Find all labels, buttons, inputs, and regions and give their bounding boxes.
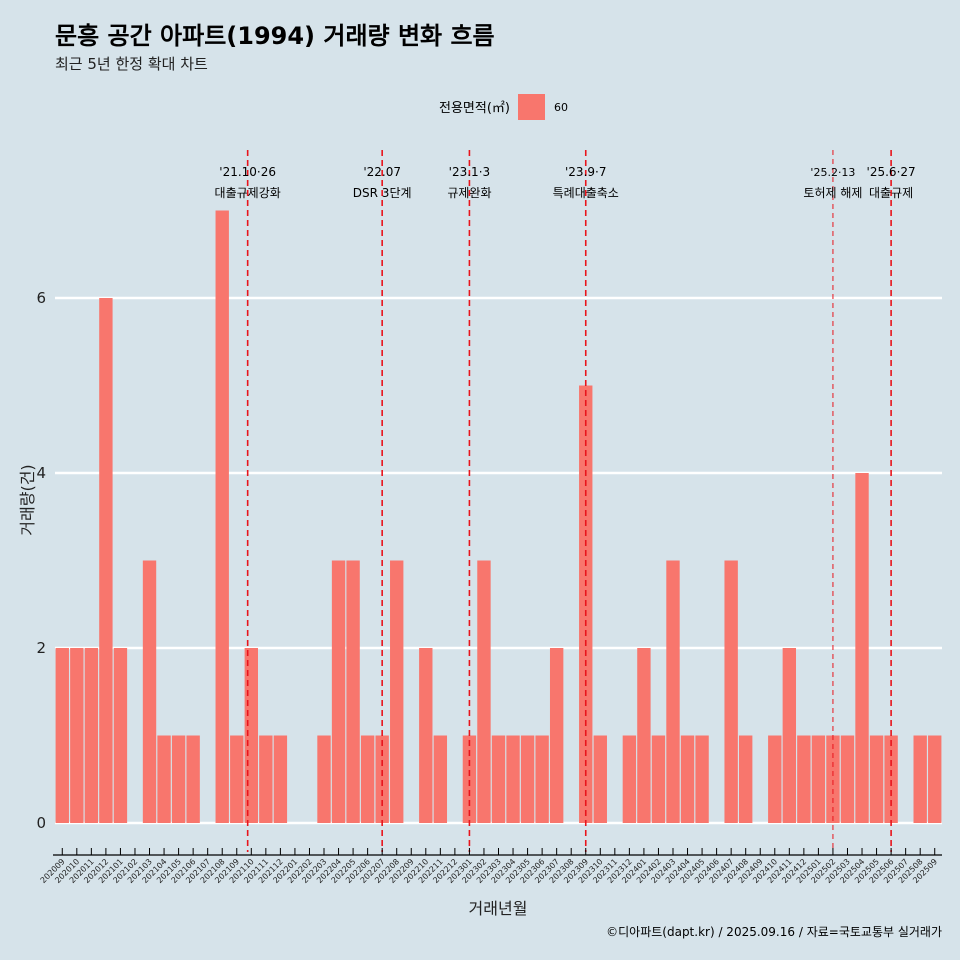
bar <box>884 735 898 823</box>
bar <box>549 648 564 823</box>
bar <box>739 735 753 823</box>
bar <box>113 648 128 823</box>
bar <box>230 735 244 823</box>
bar <box>55 648 69 823</box>
bar <box>520 735 535 823</box>
bar <box>171 735 186 823</box>
chart-subtitle: 최근 5년 한정 확대 차트 <box>55 55 208 73</box>
bar <box>142 560 157 823</box>
bar <box>855 473 869 823</box>
bar <box>666 560 680 823</box>
bar <box>273 735 288 823</box>
bar <box>259 735 273 823</box>
bar <box>477 560 491 823</box>
y-tick-label: 6 <box>36 289 46 307</box>
bar <box>695 735 709 823</box>
event-text-label: 대출규제 <box>869 186 913 200</box>
event-date-label: '25.2·13 <box>810 166 855 179</box>
legend-swatch <box>518 94 545 120</box>
event-text-label: DSR 3단계 <box>353 186 412 200</box>
bar <box>782 648 797 823</box>
annotations: '21.10·26 대출규제강화 '22.07 DSR 3단계 '23.1·3 규제완화 '… <box>215 150 916 852</box>
event-text-label: 토허제 해제 <box>803 186 862 200</box>
bar <box>506 735 520 823</box>
legend-title: 전용면적(㎡) <box>439 101 510 116</box>
bar <box>811 735 826 823</box>
bar <box>375 735 389 823</box>
bar <box>724 560 738 823</box>
y-tick-label: 2 <box>36 639 46 657</box>
bar <box>186 735 200 823</box>
bar <box>215 210 229 823</box>
bar <box>419 648 433 823</box>
y-tick-label: 0 <box>36 814 46 832</box>
bar <box>535 735 549 823</box>
bar <box>331 560 346 823</box>
bar <box>797 735 811 823</box>
event-text-label: 규제완화 <box>447 186 491 200</box>
bar <box>622 735 637 823</box>
legend: 전용면적(㎡) 60 <box>439 94 568 120</box>
bar <box>637 648 651 823</box>
bar <box>433 735 448 823</box>
bar <box>840 735 855 823</box>
bar <box>244 648 258 823</box>
bar <box>390 560 404 823</box>
bar <box>317 735 331 823</box>
event-date-label: '22.07 <box>363 165 401 179</box>
bar <box>826 735 840 823</box>
legend-label: 60 <box>554 101 568 114</box>
bar <box>768 735 782 823</box>
bar <box>680 735 695 823</box>
event-date-label: '25.6·27 <box>867 165 916 179</box>
bar <box>99 298 113 823</box>
chart-title: 문흥 공간 아파트(1994) 거래량 변화 흐름 <box>55 22 495 50</box>
x-axis-title: 거래년월 <box>469 899 528 918</box>
y-axis-title: 거래량(건) <box>18 464 37 535</box>
bar <box>360 735 375 823</box>
event-date-label: '23.9·7 <box>565 165 606 179</box>
x-axis: 2020092020102020112020122021012021022021… <box>39 848 942 885</box>
bar <box>651 735 666 823</box>
event-text-label: 특례대출축소 <box>553 186 619 200</box>
event-date-label: '23.1·3 <box>449 165 490 179</box>
bar <box>84 648 99 823</box>
bar <box>462 735 477 823</box>
y-tick-labels: 0 2 4 6 <box>36 289 46 832</box>
bar <box>869 735 884 823</box>
bar <box>346 560 360 823</box>
bar <box>913 735 927 823</box>
bars <box>55 210 942 823</box>
caption: ©디아파트(dapt.kr) / 2025.09.16 / 자료=국토교통부 실… <box>606 925 942 939</box>
bar <box>491 735 506 823</box>
event-date-label: '21.10·26 <box>219 165 276 179</box>
bar <box>70 648 84 823</box>
y-tick-label: 4 <box>36 464 46 482</box>
bar <box>157 735 171 823</box>
event-text-label: 대출규제강화 <box>215 186 281 200</box>
bar <box>593 735 607 823</box>
bar <box>928 735 942 823</box>
